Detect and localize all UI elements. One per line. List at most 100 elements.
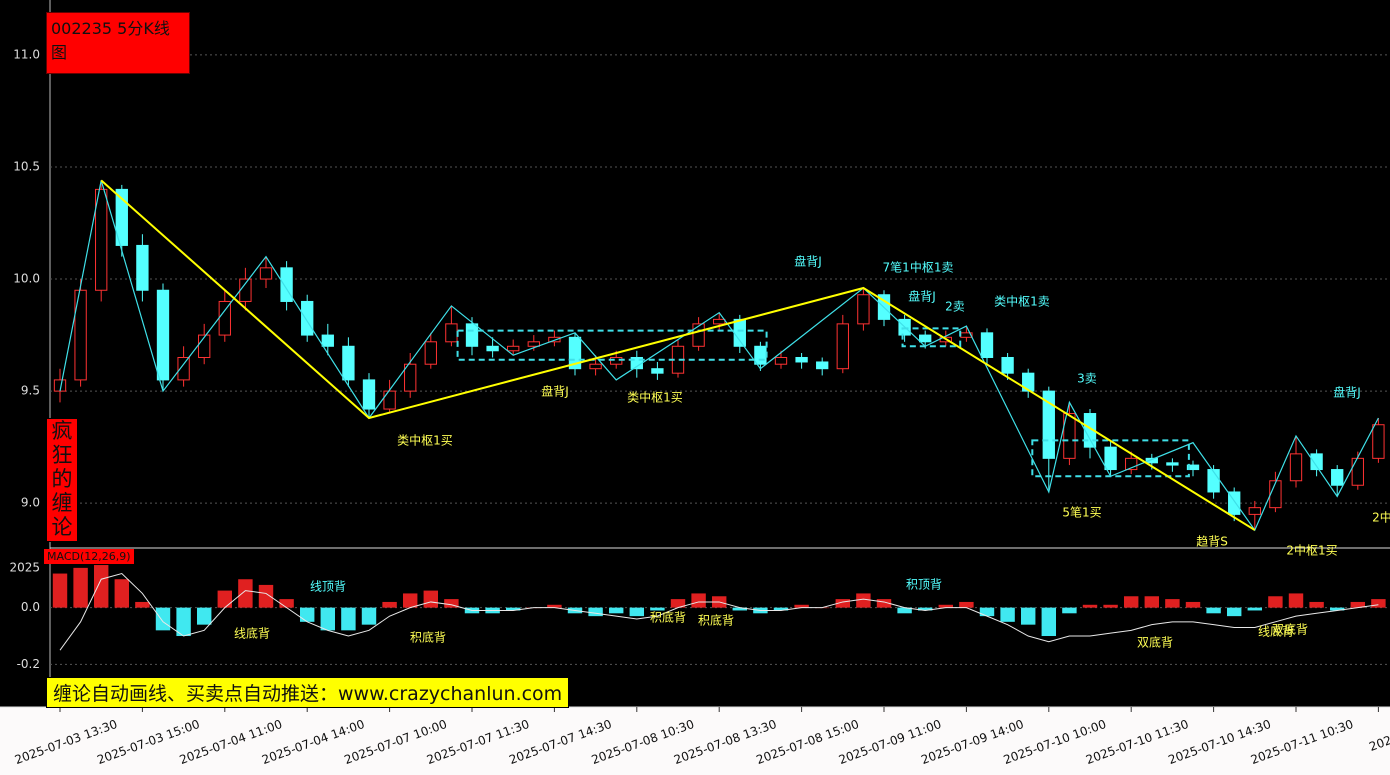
candle-body	[259, 267, 273, 280]
macd-bar	[691, 593, 706, 608]
annotation: 盘背J	[1333, 385, 1361, 400]
annotation: 积底背	[698, 613, 734, 628]
macd-bar	[1226, 607, 1242, 617]
candle-body	[1166, 462, 1179, 466]
macd-bar	[238, 579, 253, 608]
candle-body	[321, 334, 334, 347]
candle-body	[1310, 453, 1323, 471]
macd-bar	[279, 599, 294, 608]
candle-body	[280, 267, 293, 302]
macd-bar	[1123, 596, 1139, 608]
candle-body	[651, 368, 664, 374]
candle-body	[1104, 446, 1117, 471]
macd-bar	[114, 579, 130, 608]
candle-body	[610, 356, 623, 365]
macd-bar	[1185, 601, 1201, 608]
candle-body	[1248, 507, 1261, 515]
macd-bar	[1165, 599, 1180, 608]
macd-bar	[505, 607, 521, 611]
candle-body	[1289, 453, 1303, 482]
macd-bar	[670, 599, 686, 608]
candle-body	[486, 345, 499, 352]
macd-bar	[876, 599, 892, 608]
candle-body	[692, 323, 705, 347]
candle-body	[1228, 491, 1241, 515]
candle-body	[1331, 469, 1344, 486]
macd-bar	[732, 607, 748, 611]
candle-body	[404, 363, 417, 392]
y-tick-label: 9.5	[21, 384, 40, 398]
macd-bar	[52, 573, 68, 608]
macd-bar	[1268, 596, 1283, 608]
macd-bar	[917, 607, 933, 611]
macd-bar	[1288, 593, 1304, 608]
y-tick-label: 10.0	[13, 272, 40, 286]
candle-body	[857, 294, 870, 325]
candle-body	[74, 289, 87, 381]
annotation: 积顶背	[906, 578, 942, 592]
macd-bar	[135, 601, 150, 608]
macd-bar	[382, 601, 397, 608]
y-tick-label: 9.0	[21, 496, 40, 510]
candle-body	[527, 341, 540, 347]
annotation: 7笔1中枢1卖	[883, 260, 954, 275]
candle-body	[919, 334, 932, 343]
candle-body	[218, 300, 231, 336]
macd-bar	[979, 607, 995, 617]
macd-bar	[938, 604, 954, 608]
candle-body	[1125, 457, 1138, 471]
candle-body	[713, 318, 726, 325]
candle-body	[980, 332, 994, 358]
macd-bar	[1082, 604, 1098, 608]
candle-body	[774, 356, 788, 365]
annotation: 双底背	[1272, 622, 1308, 637]
candle-body	[1351, 457, 1364, 486]
candle-body	[1372, 424, 1385, 459]
zhongshu-box	[901, 327, 962, 348]
candle-body	[301, 300, 314, 336]
candle-body	[1022, 372, 1035, 392]
macd-bar	[1000, 607, 1015, 622]
y-tick-label: -0.2	[17, 657, 40, 671]
macd-bar	[794, 604, 809, 608]
macd-bar	[1371, 599, 1386, 608]
annotation: 趋背S	[1196, 535, 1228, 549]
macd-bar	[1329, 607, 1345, 611]
annotation: 2卖	[945, 300, 965, 314]
candle-body	[362, 379, 376, 410]
macd-bar	[155, 607, 171, 631]
candle-body	[115, 188, 128, 246]
macd-bar	[1103, 604, 1118, 608]
annotation: 类中枢1卖	[994, 294, 1050, 309]
macd-bar	[423, 590, 439, 608]
annotation: 线顶背	[310, 580, 346, 594]
candle-body	[1269, 480, 1282, 509]
macd-bar	[196, 607, 212, 625]
candle-body	[816, 361, 829, 370]
candle-body	[795, 356, 808, 363]
macd-bar	[258, 584, 274, 608]
macd-bar	[835, 599, 851, 608]
annotation: 线底背	[1258, 624, 1294, 639]
candle-body	[136, 244, 149, 291]
macd-bar	[1206, 607, 1221, 614]
background	[0, 0, 1390, 707]
candle-body	[754, 345, 767, 365]
candle-body	[733, 318, 746, 347]
corner-label: 2025	[9, 561, 40, 575]
candle-body	[589, 363, 602, 370]
macd-bar	[1041, 607, 1057, 637]
chart-title: 002235 5分K线图	[46, 12, 190, 74]
macd-bar	[402, 593, 418, 608]
zhongshu-box	[456, 329, 768, 361]
annotation: 5笔1买	[1062, 505, 1101, 520]
candle-body	[1145, 457, 1158, 464]
macd-bar	[856, 593, 871, 608]
candle-body	[198, 334, 211, 358]
macd-bar	[1350, 601, 1366, 608]
x-tick-label: 2025-07-11	[1367, 717, 1390, 754]
candle-body	[95, 188, 108, 291]
macd-bar	[547, 604, 562, 608]
macd-bar	[320, 607, 336, 631]
